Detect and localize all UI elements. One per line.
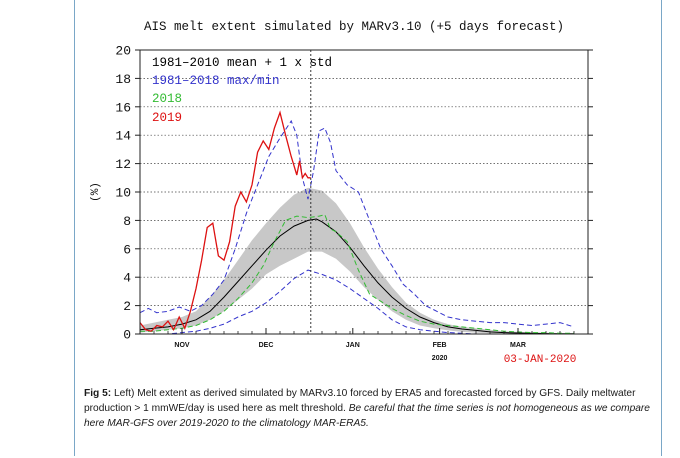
- melt-extent-chart: AIS melt extent simulated by MARv3.10 (+…: [90, 20, 593, 366]
- std-band: [140, 187, 574, 334]
- y-tick-label: 8: [123, 214, 131, 229]
- series-line: [139, 119, 575, 328]
- series-line: [139, 110, 311, 332]
- x-tick-label: FEB: [433, 342, 447, 349]
- legend-entry: 1981–2010 mean + 1 x std: [152, 56, 332, 70]
- caption-label: Fig 5:: [84, 388, 112, 399]
- chart-title: AIS melt extent simulated by MARv3.10 (+…: [144, 20, 564, 34]
- y-tick-label: 4: [123, 271, 131, 286]
- x-tick-label: JAN: [346, 342, 360, 349]
- y-tick-label: 0: [123, 328, 131, 343]
- y-tick-label: 20: [115, 44, 131, 59]
- legend-entry: 2018: [152, 92, 182, 106]
- x-tick-label: MAR: [510, 342, 526, 349]
- y-tick-label: 10: [115, 186, 131, 201]
- y-tick-label: 18: [115, 72, 131, 87]
- series-line: [139, 218, 574, 335]
- plot-area: 0 2 4 6 8 10 12 14 16 18 20 NOV DEC JAN FEB MAR 2020 1981…: [115, 44, 593, 362]
- y-tick-label: 16: [115, 100, 131, 115]
- legend-entry: 1981–2018 max/min: [152, 74, 280, 88]
- series-line: [140, 214, 574, 334]
- legend-entry: 2019: [152, 111, 182, 125]
- x-year-label: 2020: [432, 355, 448, 362]
- content-frame: [74, 0, 662, 456]
- y-tick-label: 2: [123, 299, 131, 314]
- y-axis-label: (%): [90, 182, 102, 202]
- y-tick-label: 12: [115, 157, 131, 172]
- caption-italic: Be careful that the time series is not h…: [84, 403, 650, 429]
- x-tick-label: DEC: [259, 342, 274, 349]
- x-tick-label: NOV: [174, 342, 190, 349]
- y-tick-label: 6: [123, 242, 131, 257]
- figure-caption: Fig 5: Left) Melt extent as derived simu…: [84, 386, 654, 431]
- date-stamp: 03-JAN-2020: [504, 354, 577, 366]
- y-tick-label: 14: [115, 129, 131, 144]
- caption-text: Left) Melt extent as derived simulated b…: [84, 388, 636, 414]
- series-line: [140, 269, 574, 335]
